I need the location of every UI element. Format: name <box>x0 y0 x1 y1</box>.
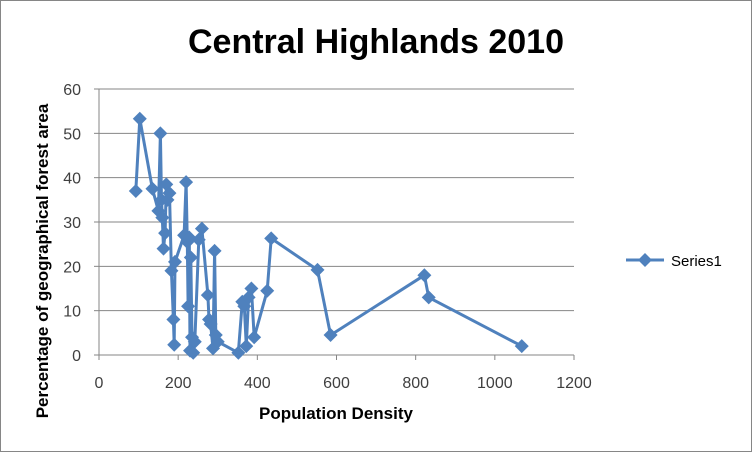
data-point-8 <box>158 226 173 241</box>
data-point-42 <box>260 283 275 298</box>
y-axis-title: Percentage of geographical forest area <box>33 103 52 418</box>
data-point-40 <box>244 281 259 296</box>
data-point-25 <box>187 334 202 349</box>
data-point-26 <box>191 232 206 247</box>
data-point-15 <box>168 254 182 269</box>
x-axis-title: Population Density <box>259 404 414 423</box>
data-point-44 <box>310 262 325 277</box>
data-point-1 <box>132 111 147 126</box>
y-tick-label-1: 10 <box>63 304 81 321</box>
x-tick-labels: 0 200 400 600 800 1000 1200 <box>95 375 592 392</box>
axes <box>94 88 575 360</box>
x-tick-label-6: 1200 <box>556 375 592 392</box>
x-tick-label-2: 400 <box>244 375 271 392</box>
legend-marker <box>638 253 652 267</box>
data-point-43 <box>264 231 279 246</box>
gridlines <box>99 88 574 312</box>
data-point-47 <box>421 290 436 305</box>
y-tick-label-0: 0 <box>72 348 81 365</box>
x-tick-label-1: 200 <box>165 375 192 392</box>
data-point-4 <box>153 126 168 141</box>
data-point-6 <box>155 210 170 225</box>
data-point-13 <box>166 312 181 327</box>
x-tick-label-0: 0 <box>95 375 104 392</box>
data-point-0 <box>128 183 143 198</box>
series-group <box>128 111 529 360</box>
data-point-24 <box>186 345 201 360</box>
data-point-32 <box>207 243 222 258</box>
data-point-19 <box>181 299 196 314</box>
data-point-48 <box>514 339 529 354</box>
data-point-30 <box>203 316 218 331</box>
y-tick-label-2: 20 <box>63 259 81 276</box>
data-point-22 <box>183 250 198 265</box>
x-tick-label-4: 800 <box>402 375 429 392</box>
data-point-45 <box>323 328 338 343</box>
data-point-34 <box>210 334 225 349</box>
data-point-46 <box>417 268 432 283</box>
data-point-11 <box>162 186 177 201</box>
data-point-38 <box>239 339 254 354</box>
data-point-27 <box>194 221 209 236</box>
data-point-14 <box>167 337 182 352</box>
data-point-20 <box>182 230 197 245</box>
data-point-2 <box>145 181 160 196</box>
data-point-28 <box>200 288 215 303</box>
legend: Series1 <box>626 253 722 270</box>
y-tick-labels: 0 10 20 30 40 50 60 <box>63 82 81 365</box>
x-tick-label-3: 600 <box>323 375 350 392</box>
y-tick-label-5: 50 <box>63 126 81 143</box>
y-tick-label-4: 40 <box>63 171 81 188</box>
x-tick-label-5: 1000 <box>477 375 513 392</box>
data-point-41 <box>247 330 262 345</box>
y-tick-label-3: 30 <box>63 215 81 232</box>
data-point-7 <box>156 241 171 256</box>
data-point-35 <box>231 345 246 360</box>
data-point-17 <box>179 175 194 190</box>
y-tick-label-6: 60 <box>63 82 81 99</box>
legend-label: Series1 <box>671 253 722 270</box>
chart-title: Central Highlands 2010 <box>188 23 564 61</box>
